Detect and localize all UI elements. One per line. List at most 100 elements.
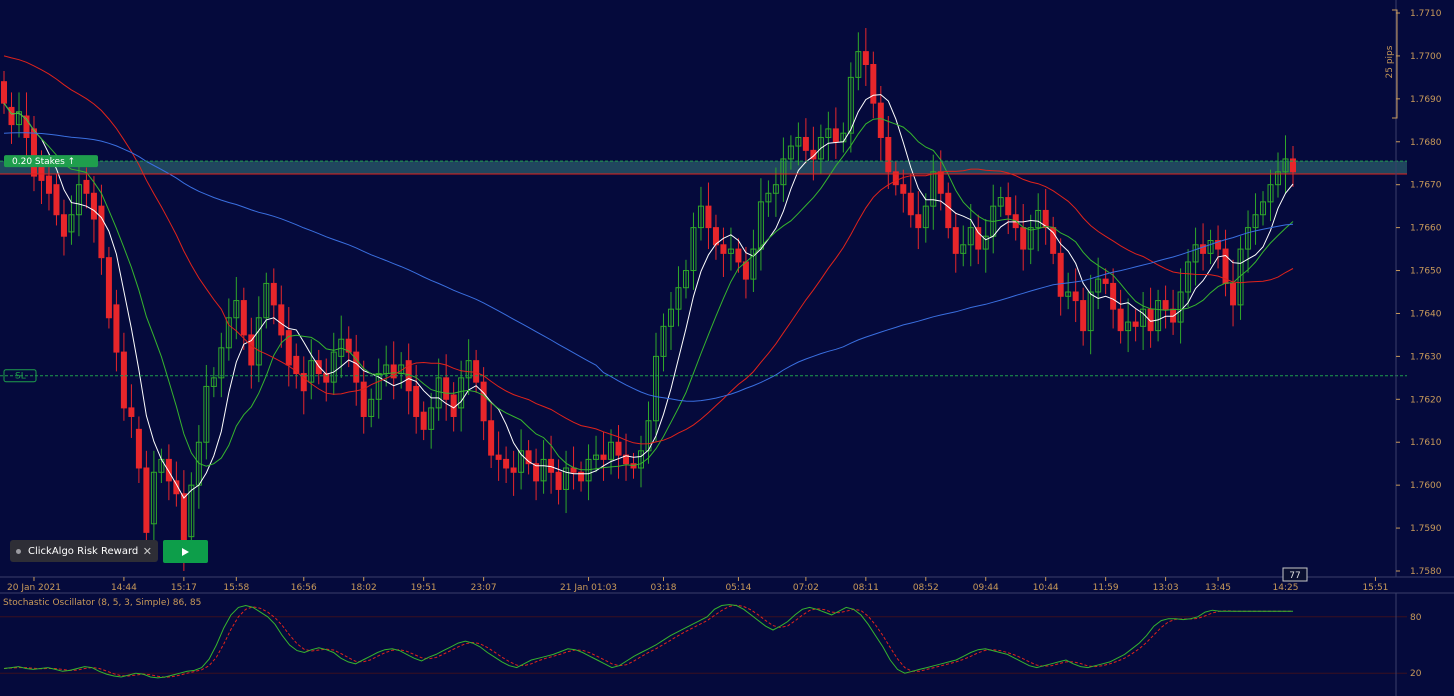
time-tick-label: 14:25 (1273, 583, 1299, 593)
price-axis: 1.7710 1.7700 1.7690 1.7680 1.7670 1.7660 1.76… (1395, 0, 1442, 577)
candle-bear (1057, 252, 1064, 297)
candle-bear (248, 334, 255, 366)
candle-bull (1282, 158, 1289, 173)
candle-bear (105, 257, 112, 319)
candle-bull (68, 214, 75, 233)
candle-bear (600, 454, 607, 460)
candle-bull (225, 317, 232, 349)
time-tick-label: 05:14 (725, 583, 751, 593)
candle-bull (780, 158, 787, 186)
candle-bull (1065, 291, 1072, 297)
candle-bear (98, 205, 105, 259)
candle-bear (143, 467, 150, 533)
price-tick-label: 1.7650 (1410, 267, 1442, 277)
close-icon[interactable]: ✕ (142, 544, 152, 558)
stakes-tag[interactable] (4, 155, 98, 168)
candle-bear (420, 411, 427, 430)
candle-bull (255, 317, 262, 366)
price-tick-label: 1.7620 (1410, 395, 1442, 405)
badge-label: 77 (1289, 571, 1300, 581)
candle-bull (203, 385, 210, 443)
clickalgo-chip[interactable]: ClickAlgo Risk Reward... ✕ (10, 540, 158, 562)
price-tick-label: 1.7610 (1410, 438, 1442, 448)
candle-bull (465, 360, 472, 379)
candle-bull (690, 227, 697, 272)
status-dot-icon (16, 548, 21, 554)
time-tick-label: 23:07 (471, 583, 497, 593)
stoch-k-line (3, 604, 1293, 679)
candle-bear (45, 175, 52, 194)
candle-bear (120, 351, 127, 409)
candle-bear (390, 364, 397, 379)
candle-bear (802, 136, 809, 151)
trade-zones (0, 161, 1407, 174)
range-bracket (1392, 9, 1398, 119)
candle-bull (960, 244, 967, 254)
candle-bull (1140, 308, 1147, 327)
candle-bull (1035, 209, 1042, 229)
candle-bull (922, 205, 929, 229)
candle-bull (855, 51, 862, 78)
candle-bear (548, 458, 555, 473)
candle-bear (353, 351, 360, 383)
candle-bear (1215, 239, 1222, 250)
osc-level-label: 20 (1410, 669, 1422, 679)
osc-level-label: 80 (1410, 613, 1422, 623)
time-tick-label: 20 Jan 2021 (7, 583, 61, 593)
candle-bear (285, 330, 292, 366)
sl-label: SL (15, 372, 26, 382)
candle-bear (1042, 209, 1049, 229)
candle-bear (1072, 291, 1079, 302)
candle-bull (1192, 244, 1199, 263)
candle-bull (660, 325, 667, 357)
price-tick-label: 1.7660 (1410, 224, 1442, 234)
candle-bear (705, 205, 712, 229)
candle-bull (1275, 171, 1282, 186)
candle-bull (652, 355, 659, 422)
candle-bull (458, 377, 465, 409)
candle-bull (218, 347, 225, 379)
candle-bear (570, 467, 577, 473)
candle-bull (540, 458, 547, 482)
candle-bear (173, 480, 180, 495)
time-tick-label: 19:51 (411, 583, 437, 593)
candle-bear (533, 463, 540, 482)
candle-bull (518, 450, 525, 473)
candle-bear (742, 261, 749, 280)
candle-bull (1177, 291, 1184, 323)
horizontal-lines[interactable]: 0.20 Stakes ↑ SL (0, 155, 1407, 383)
candle-bull (682, 270, 689, 289)
candle-bear (165, 458, 172, 482)
candle-bull (188, 484, 195, 538)
stochastic-oscillator-pane: Stochastic Oscillator (8, 5, 3, Simple) … (0, 598, 1407, 679)
candle-bear (975, 227, 982, 250)
candle-bear (810, 149, 817, 160)
candle-bear (555, 471, 562, 490)
candle-bull (765, 192, 772, 203)
price-tick-label: 1.7630 (1410, 352, 1442, 362)
time-axis: 20 Jan 2021 14:44 15:17 15:58 16:56 18:02 19:5… (0, 576, 1454, 594)
candle-bear (1132, 321, 1139, 327)
candle-bear (90, 192, 97, 220)
price-tick-label: 1.7600 (1410, 481, 1442, 491)
play-button[interactable] (163, 540, 208, 563)
candle-bull (1185, 261, 1192, 293)
candle-bear (1117, 308, 1124, 332)
candle-bull (308, 360, 315, 383)
candle-bull (795, 136, 802, 147)
range-label: 25 pips (1385, 45, 1395, 78)
time-tick-label: 03:18 (651, 583, 677, 593)
moving-average-line (3, 55, 1294, 445)
candle-bull (825, 128, 832, 138)
candle-bear (315, 360, 322, 375)
candle-bear (30, 128, 37, 177)
time-tick-label: 21 Jan 01:03 (560, 583, 617, 593)
candle-bull (982, 235, 989, 250)
candle-bull (675, 287, 682, 310)
moving-average-line (3, 94, 1294, 499)
moving-averages (3, 55, 1294, 499)
candle-bear (360, 381, 367, 417)
candle-bull (847, 76, 854, 134)
sl-tag[interactable] (3, 369, 37, 383)
